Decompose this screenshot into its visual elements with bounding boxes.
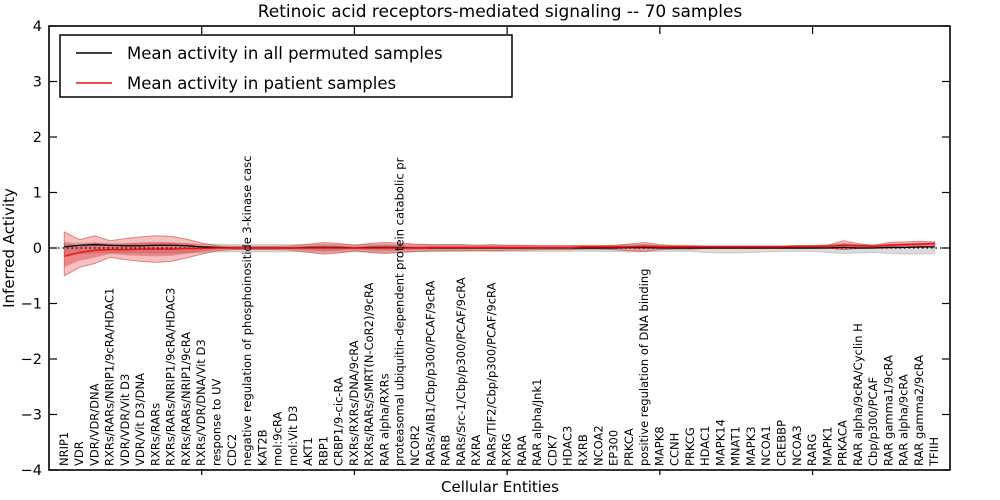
x-category-label: RARB [439, 435, 453, 466]
x-category-label: RAR alpha/9cRA/Cyclin H [851, 323, 865, 466]
x-category-label: NRIP1 [57, 432, 71, 466]
x-category-label: MAPK3 [744, 426, 758, 466]
x-category-label: MAPK14 [713, 419, 727, 466]
patient-mean-line [64, 242, 935, 258]
x-category-label: CRBP1/9-cic-RA [332, 377, 346, 466]
x-category-label: RXRs/RARs/NRIP1/9cRA/HDAC3 [164, 288, 178, 466]
patient-band-outer [63, 231, 936, 277]
x-category-label: EP300 [607, 430, 621, 466]
x-category-label: CCNH [668, 433, 682, 466]
x-category-label: RARA [515, 435, 529, 466]
x-category-label: CDC2 [225, 434, 239, 466]
x-category-label: VDR/Vit D3/DNA [133, 373, 147, 466]
x-category-label: RXRG [500, 433, 514, 466]
x-category-label: VDR/VDR/DNA [87, 383, 101, 466]
y-tick-label: 3 [33, 75, 42, 91]
x-category-label: VDR [72, 441, 86, 466]
y-tick-label: −4 [21, 463, 42, 479]
x-category-label: RBP1 [316, 436, 330, 466]
x-category-label: mol:Vit D3 [286, 406, 300, 466]
y-tick-label: 4 [33, 19, 42, 35]
x-category-label: RARs/AIB1/Cbp/p300/PCAF/9cRA [423, 280, 437, 466]
legend-label-permuted-samples: Mean activity in all permuted samples [127, 44, 443, 63]
x-category-label: RXRA [469, 435, 483, 466]
x-category-label: RXRB [576, 434, 590, 466]
x-category-label: RXRs/RARs/SMRT(N-CoR2)/9cRA [362, 282, 376, 466]
x-category-label: MNAT1 [729, 426, 743, 466]
x-category-label: CREBBP [775, 420, 789, 466]
x-category-label: RXRs/RARs/NRIP1/9cRA [179, 332, 193, 466]
x-category-label: RARs/Src-1/Cbp/p300/PCAF/9cRA [454, 277, 468, 466]
x-category-label: NCOA1 [759, 425, 773, 466]
x-category-label: proteasomal ubiquitin-dependent protein … [393, 157, 407, 466]
y-tick-label: −3 [21, 408, 42, 424]
x-category-label: AKT1 [301, 437, 315, 466]
x-category-label: RXRs/RARs [148, 403, 162, 466]
x-category-label: RAR alpha/9cRA [897, 374, 911, 466]
x-category-label: positive regulation of DNA binding [637, 269, 651, 466]
x-category-label: TFIIH [927, 437, 941, 467]
x-category-label: PRKACA [836, 420, 850, 466]
x-category-label: negative regulation of phosphoinositide … [240, 156, 254, 466]
x-category-label: RXRs/RXRs/DNA/9cRA [347, 340, 361, 466]
x-category-label: KAT2B [255, 429, 269, 466]
x-category-label: mol:9cRA [271, 412, 285, 466]
chart-title: Retinoic acid receptors-mediated signali… [258, 2, 743, 22]
x-category-label: RXRs/VDR/DNA/Vit D3 [194, 339, 208, 466]
x-category-label: RAR gamma1/9cRA [881, 355, 895, 466]
y-tick-label: 0 [33, 241, 42, 257]
x-category-label: MAPK8 [652, 426, 666, 466]
plot-area: NRIP1 VDR VDR/VDR/DNA RXRs/RARs/NRIP1/9cRA/… [49, 156, 950, 467]
x-category-label: RARG [805, 434, 819, 466]
x-axis-label: Cellular Entities [441, 478, 559, 496]
x-category-label: NCOR2 [408, 425, 422, 466]
legend-box [59, 34, 513, 98]
y-axis-label: Inferred Activity [0, 188, 18, 308]
x-category-label: RAR alpha/Jnk1 [530, 379, 544, 466]
x-category-label: RAR alpha/RXRs [377, 373, 391, 466]
y-tick-label: 2 [33, 130, 42, 146]
x-category-label: PRKCG [683, 427, 697, 466]
x-category-label: CDK7 [545, 434, 559, 466]
x-category-label: MAPK1 [820, 426, 834, 466]
y-tick-label: 1 [33, 186, 42, 202]
x-category-label: NCOA3 [790, 425, 804, 466]
x-category-label: HDAC1 [698, 426, 712, 466]
x-category-label: HDAC3 [561, 426, 575, 466]
x-category-label: response to UV [209, 378, 223, 466]
axes-ticks: 4 3 2 1 0 −1 −2 −3 −4 [21, 19, 949, 479]
y-tick-label: −2 [21, 352, 42, 368]
x-category-label: PRKCA [622, 428, 636, 466]
x-category-label: RAR gamma2/9cRA [912, 355, 926, 466]
legend-label-patient-samples: Mean activity in patient samples [127, 74, 396, 93]
plot-border [48, 25, 951, 471]
legend: Mean activity in all permuted samples Me… [59, 34, 513, 98]
x-category-label: NCOA2 [591, 425, 605, 466]
x-category-label: RXRs/RARs/NRIP1/9cRA/HDAC1 [103, 288, 117, 466]
x-category-label: Cbp/p300/PCAF [866, 377, 880, 466]
x-category-label: RARs/TIF2/Cbp/p300/PCAF/9cRA [484, 282, 498, 466]
x-category-label: VDR/VDR/Vit D3 [118, 374, 132, 466]
y-tick-label: −1 [21, 297, 42, 313]
